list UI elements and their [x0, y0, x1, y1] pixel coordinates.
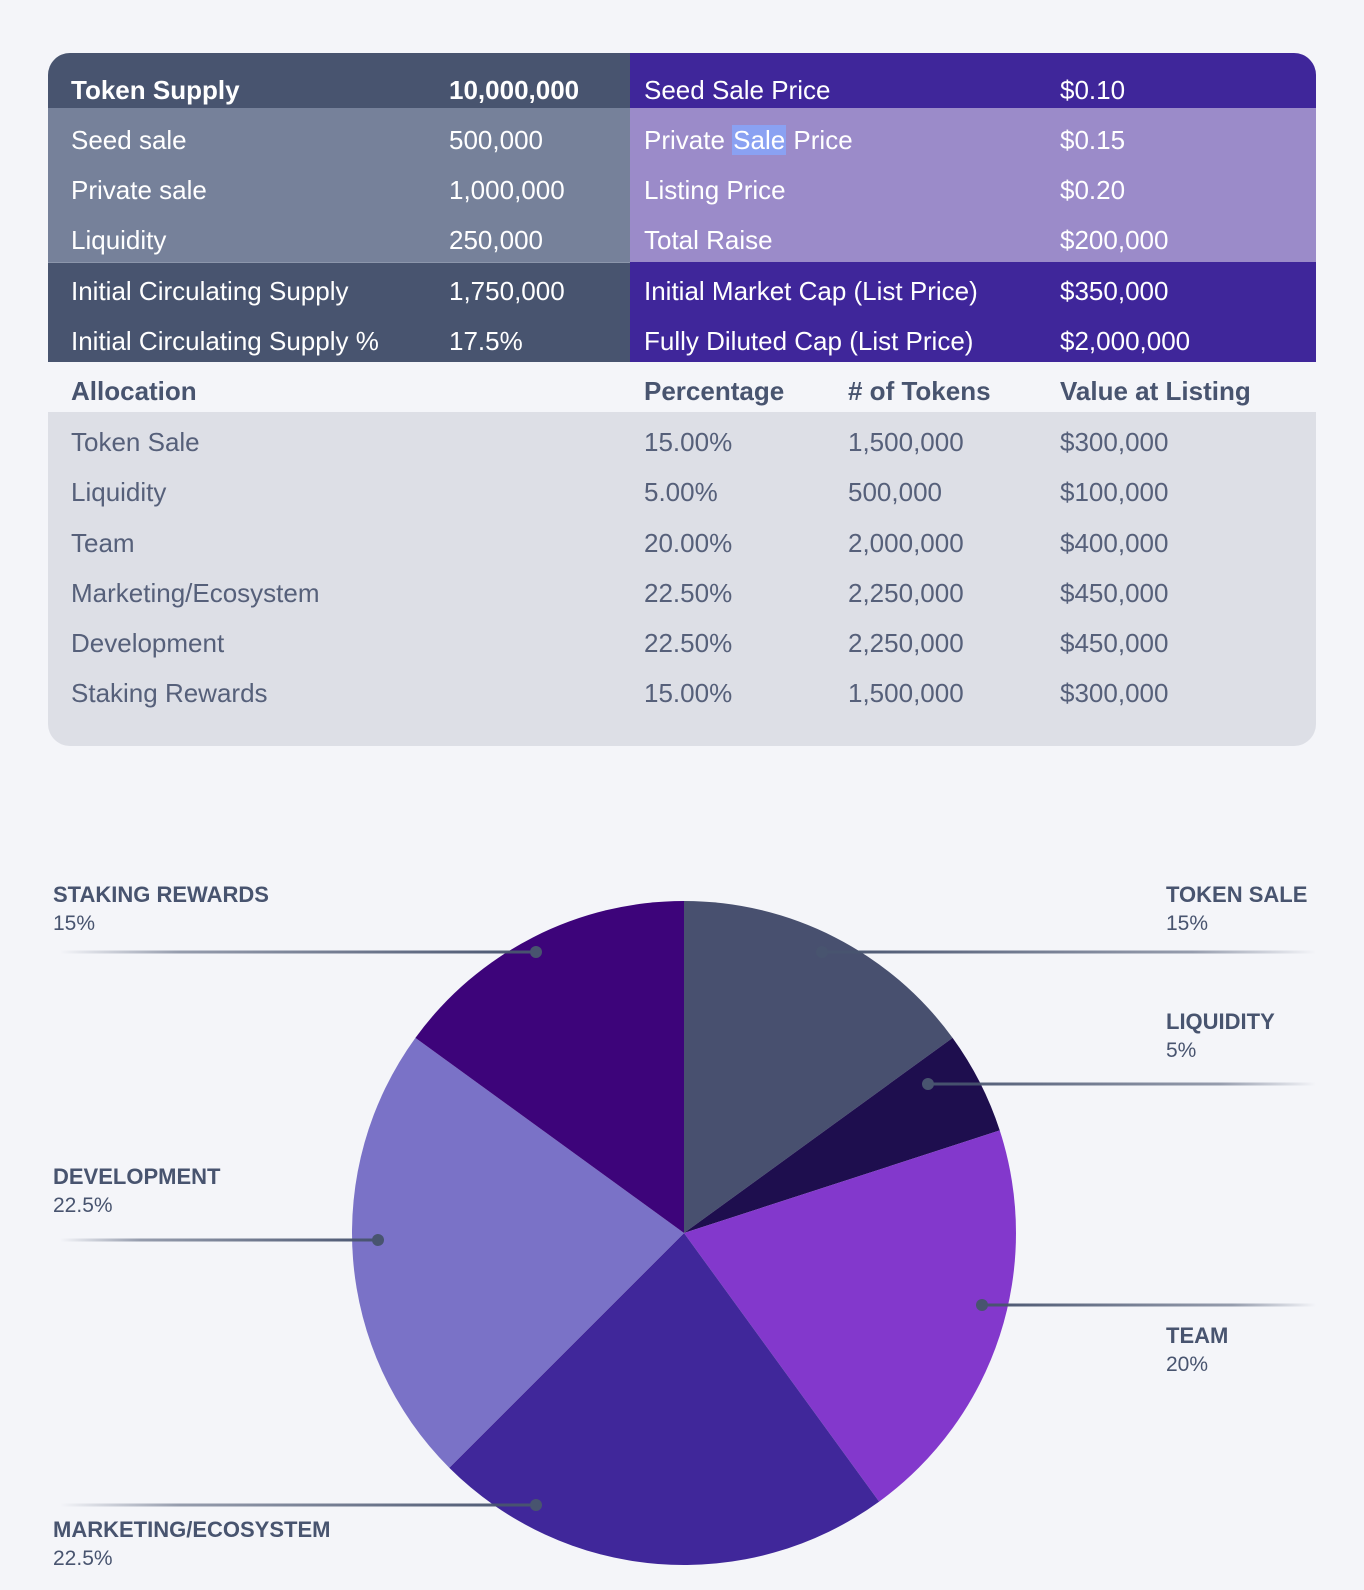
row-staking-value: $300,000 [1060, 678, 1169, 708]
row-marketing-name: Marketing/Ecosystem [71, 578, 320, 608]
slice-label-name: DEVELOPMENT [53, 1164, 221, 1189]
fully-diluted-value: $2,000,000 [1060, 326, 1191, 356]
tokenomics-table: Token Supply 10,000,000 Seed sale 500,00… [48, 53, 1316, 746]
private-price-label-end: Price [786, 125, 853, 155]
supply-header-band [48, 53, 630, 108]
allocation-header-band [48, 362, 1316, 412]
supply-detail-band [48, 108, 630, 262]
market-cap-band [630, 262, 1316, 362]
pie-slice-token-sale [684, 901, 953, 1233]
row-marketing-percent: 22.50% [644, 578, 733, 608]
seed-price-value: $0.10 [1060, 75, 1126, 105]
slice-label-percent: 15% [53, 912, 95, 935]
leader-dot [530, 946, 542, 958]
column-header-percentage: Percentage [644, 376, 785, 406]
slice-label-name: TEAM [1166, 1323, 1228, 1348]
row-staking-percent: 15.00% [644, 678, 733, 708]
slice-label-percent: 5% [1166, 1039, 1196, 1062]
supply-value: 10,000,000 [449, 75, 580, 105]
private-price-value: $0.15 [1060, 125, 1126, 155]
slice-label-percent: 22.5% [53, 1194, 113, 1217]
listing-price-label: Listing Price [644, 175, 786, 205]
row-marketing-tokens: 2,250,000 [848, 578, 964, 608]
listing-price-value: $0.20 [1060, 175, 1126, 205]
row-team-value: $400,000 [1060, 528, 1169, 558]
row-token-sale-tokens: 1,500,000 [848, 427, 964, 457]
leader-dot [976, 1299, 988, 1311]
circulating-supply-value: 1,750,000 [449, 276, 565, 306]
leader-line [822, 950, 1316, 954]
pie-slices [352, 901, 1016, 1565]
liquidity-supply-value: 250,000 [449, 225, 543, 255]
row-development-percent: 22.50% [644, 628, 733, 658]
row-token-sale-percent: 15.00% [644, 427, 733, 457]
private-sale-value: 1,000,000 [449, 175, 565, 205]
total-raise-value: $200,000 [1060, 225, 1169, 255]
leader-dot [372, 1234, 384, 1246]
leader-dot [922, 1078, 934, 1090]
circulating-band [48, 262, 630, 363]
row-team-tokens: 2,000,000 [848, 528, 964, 558]
pie-labels: TOKEN SALE 15% LIQUIDITY 5% TEAM 20% MARKETING… [53, 882, 1307, 1570]
pie-slice-liquidity [684, 1037, 1000, 1233]
private-price-label-start: Private [644, 125, 733, 155]
row-staking-tokens: 1,500,000 [848, 678, 964, 708]
row-development-value: $450,000 [1060, 628, 1169, 658]
row-team-percent: 20.00% [644, 528, 733, 558]
selected-text: Sale [732, 125, 787, 155]
pie-slice-staking-rewards [415, 901, 684, 1233]
circulating-percent-label: Initial Circulating Supply % [71, 326, 379, 356]
pie-slice-development [352, 1037, 684, 1468]
row-liquidity-tokens: 500,000 [848, 477, 942, 507]
circulating-percent-value: 17.5% [449, 326, 523, 356]
slice-label-name: STAKING REWARDS [53, 882, 269, 907]
slice-label-name: TOKEN SALE [1166, 882, 1307, 907]
leader-line [60, 950, 536, 954]
pie-slice-marketing-ecosystem [449, 1233, 880, 1565]
leader-line [60, 1238, 378, 1242]
slice-label-name: MARKETING/ECOSYSTEM [53, 1517, 330, 1542]
leader-line [60, 1503, 536, 1507]
column-header-allocation: Allocation [71, 376, 197, 406]
column-header-value: Value at Listing [1060, 376, 1251, 406]
row-marketing-value: $450,000 [1060, 578, 1169, 608]
pie-leader-lines [60, 946, 1316, 1511]
row-liquidity-value: $100,000 [1060, 477, 1169, 507]
row-team-name: Team [71, 528, 135, 558]
row-token-sale-value: $300,000 [1060, 427, 1169, 457]
market-cap-label: Initial Market Cap (List Price) [644, 276, 978, 306]
column-header-tokens: # of Tokens [848, 376, 991, 406]
slice-label-percent: 20% [1166, 1353, 1208, 1376]
supply-label: Token Supply [71, 75, 240, 105]
row-liquidity-name: Liquidity [71, 477, 167, 507]
market-cap-value: $350,000 [1060, 276, 1169, 306]
private-sale-label: Private sale [71, 175, 207, 205]
slice-label-percent: 22.5% [53, 1547, 113, 1570]
row-staking-name: Staking Rewards [71, 678, 268, 708]
pricing-header-band [630, 53, 1316, 108]
row-development-tokens: 2,250,000 [848, 628, 964, 658]
seed-sale-label: Seed sale [71, 125, 187, 155]
leader-dot [530, 1499, 542, 1511]
slice-label-name: LIQUIDITY [1166, 1009, 1275, 1034]
row-liquidity-percent: 5.00% [644, 477, 718, 507]
seed-price-label: Seed Sale Price [644, 75, 831, 105]
leader-line [982, 1303, 1316, 1307]
row-development-name: Development [71, 628, 225, 658]
fully-diluted-label: Fully Diluted Cap (List Price) [644, 326, 974, 356]
total-raise-label: Total Raise [644, 225, 773, 255]
circulating-supply-label: Initial Circulating Supply [71, 276, 349, 306]
private-price-label: Private Sale Price [644, 125, 853, 155]
pie-slice-team [684, 1130, 1016, 1502]
seed-sale-value: 500,000 [449, 125, 543, 155]
leader-line [928, 1082, 1316, 1086]
liquidity-supply-label: Liquidity [71, 225, 167, 255]
slice-label-percent: 15% [1166, 912, 1208, 935]
row-token-sale-name: Token Sale [71, 427, 200, 457]
leader-dot [816, 946, 828, 958]
